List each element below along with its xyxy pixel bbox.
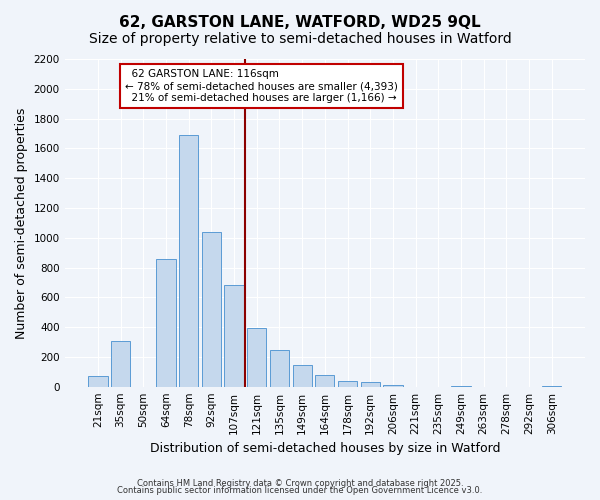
Bar [202, 232, 221, 386]
Bar [111, 340, 130, 386]
Text: Contains HM Land Registry data © Crown copyright and database right 2025.: Contains HM Land Registry data © Crown c… [137, 478, 463, 488]
Bar [293, 365, 312, 386]
Bar [270, 350, 289, 387]
Bar [179, 135, 199, 386]
Bar [224, 286, 244, 386]
Bar [88, 376, 107, 386]
Text: Contains public sector information licensed under the Open Government Licence v3: Contains public sector information licen… [118, 486, 482, 495]
Text: 62 GARSTON LANE: 116sqm
← 78% of semi-detached houses are smaller (4,393)
  21% : 62 GARSTON LANE: 116sqm ← 78% of semi-de… [125, 70, 398, 102]
Bar [338, 380, 357, 386]
Bar [383, 385, 403, 386]
X-axis label: Distribution of semi-detached houses by size in Watford: Distribution of semi-detached houses by … [149, 442, 500, 455]
Bar [247, 328, 266, 386]
Bar [361, 382, 380, 386]
Text: 62, GARSTON LANE, WATFORD, WD25 9QL: 62, GARSTON LANE, WATFORD, WD25 9QL [119, 15, 481, 30]
Text: Size of property relative to semi-detached houses in Watford: Size of property relative to semi-detach… [89, 32, 511, 46]
Bar [157, 258, 176, 386]
Bar [315, 375, 334, 386]
Y-axis label: Number of semi-detached properties: Number of semi-detached properties [15, 107, 28, 338]
